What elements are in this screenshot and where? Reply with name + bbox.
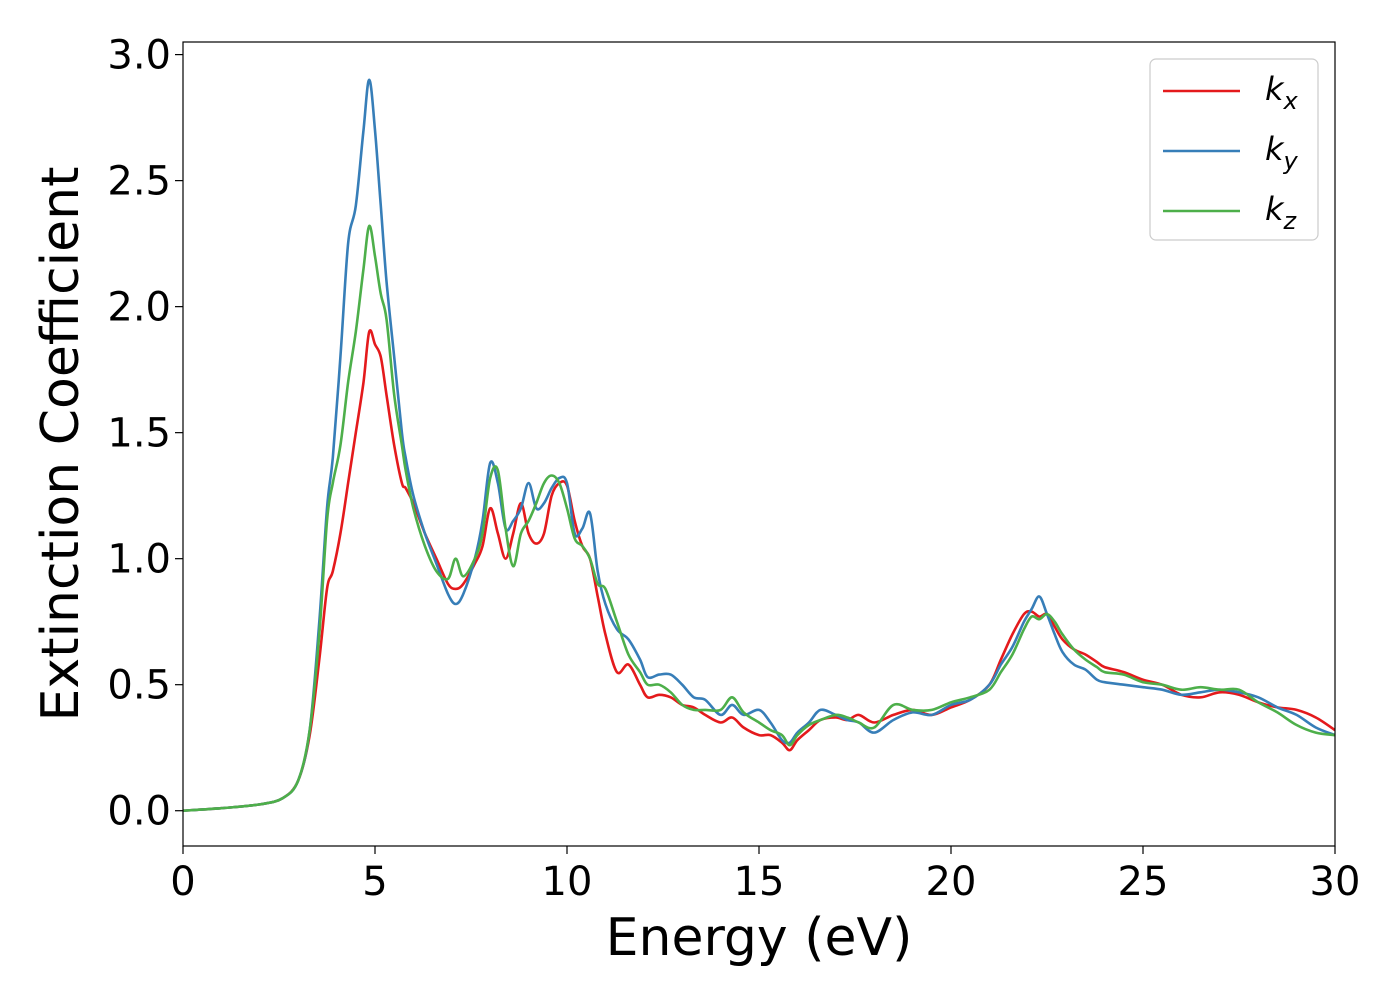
legend-label-subscript: z [1283, 207, 1298, 235]
legend-label-main: k [1265, 190, 1285, 228]
x-tick-label: 0 [170, 859, 195, 905]
y-tick-label: 3.0 [107, 33, 171, 79]
x-axis-ticks: 0 5 10 15 20 25 30 [170, 846, 1360, 905]
x-axis-title: Energy (eV) [606, 908, 913, 968]
x-tick-label: 15 [734, 859, 785, 905]
legend-label-kx: kx [1265, 70, 1299, 115]
y-axis-title: Extinction Coefficient [31, 167, 91, 722]
legend-frame [1149, 58, 1319, 241]
legend-label-main: k [1265, 130, 1285, 168]
y-tick-label: 2.0 [107, 285, 171, 331]
x-tick-label: 5 [362, 859, 387, 905]
y-tick-label: 0.5 [107, 663, 171, 709]
y-axis-ticks: 0.0 0.5 1.0 1.5 2.0 2.5 3.0 [107, 33, 183, 835]
legend-label-ky: ky [1265, 130, 1299, 175]
x-tick-label: 25 [1118, 859, 1169, 905]
legend-label-main: k [1265, 70, 1285, 108]
y-tick-label: 1.0 [107, 537, 171, 583]
legend-label-subscript: y [1283, 147, 1299, 175]
x-tick-label: 30 [1310, 859, 1361, 905]
series-layer [183, 78, 1335, 812]
legend-label-subscript: x [1283, 87, 1299, 115]
series-line-ky [183, 78, 1335, 812]
x-tick-label: 10 [542, 859, 593, 905]
series-line-kx [183, 329, 1335, 812]
x-tick-label: 20 [926, 859, 977, 905]
y-tick-label: 1.5 [107, 411, 171, 457]
y-tick-label: 0.0 [107, 789, 171, 835]
legend-label-kz: kz [1265, 190, 1298, 235]
y-tick-label: 2.5 [107, 159, 171, 205]
series-line-kz [183, 224, 1335, 812]
